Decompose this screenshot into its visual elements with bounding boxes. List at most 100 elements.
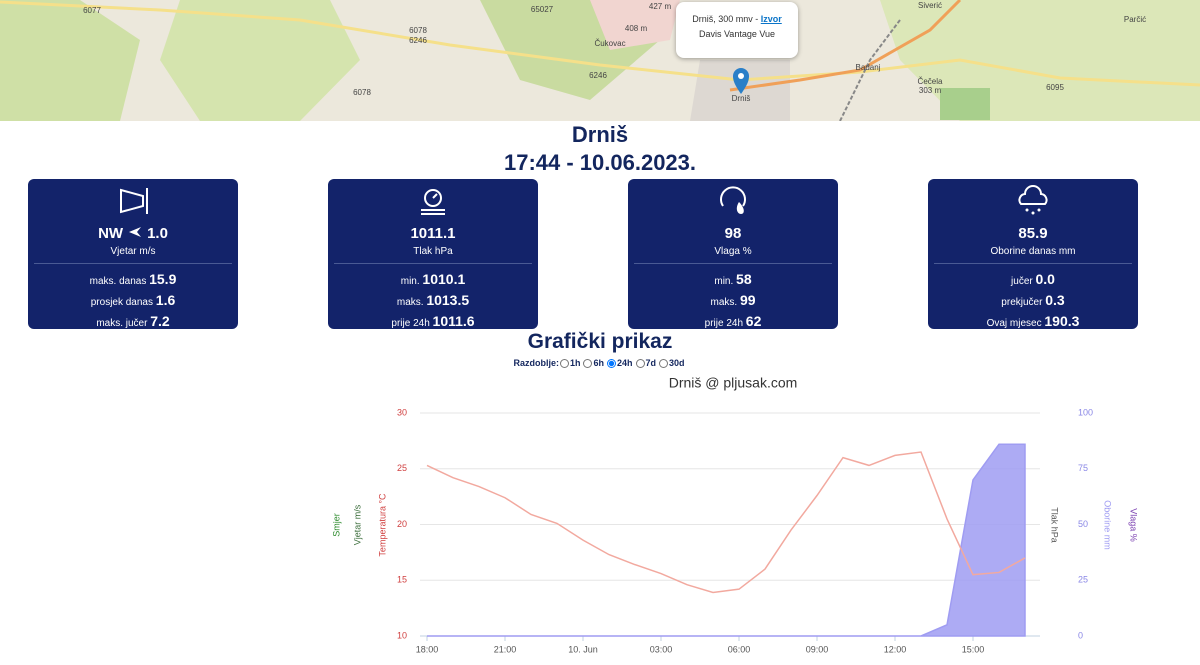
map-label: 6246 [409, 36, 427, 45]
card-label: Oborine danas mm [990, 246, 1076, 257]
stat-card: 98 Vlaga % min. 58 maks. 99 prije 24h 62 [628, 179, 838, 329]
map-popup: Drniš, 300 mnv - Izvor Davis Vantage Vue [676, 2, 798, 58]
row-value: 7.2 [150, 313, 170, 329]
row-label: maks. danas [89, 276, 147, 287]
axis-title: Vlaga % [1129, 508, 1139, 542]
card-row: prije 24h 1011.6 [328, 312, 538, 333]
station-name: Drniš [571, 122, 629, 147]
period-option[interactable]: 24h [606, 358, 633, 369]
divider [34, 263, 232, 264]
row-label: prosjek danas [90, 297, 153, 308]
popup-link[interactable]: Izvor [760, 14, 782, 24]
row-label: prije 24h [704, 318, 743, 329]
card-label: Vlaga % [714, 246, 752, 257]
row-value: 99 [739, 292, 756, 308]
wind-arrow [129, 227, 142, 237]
row-value: 1013.5 [426, 292, 470, 308]
map-label: Čukovac [594, 39, 625, 48]
row-label: Ovaj mjesec [986, 318, 1042, 329]
axis-title: Smjer [331, 513, 341, 537]
chart: Drniš @ pljusak.com 10 15 20 25 30 0 25 50 75 100… [331, 375, 1139, 655]
card-row: jučer 0.0 [928, 270, 1138, 291]
period-option[interactable]: 6h [582, 358, 604, 369]
period-selector: Razdoblje: 1h 6h 24h 7d 30d [0, 358, 1200, 369]
series-axis-title: Oborine mm [1103, 500, 1113, 550]
y2-tick-label: 50 [1078, 519, 1088, 529]
road [0, 0, 1200, 87]
series-axis-title: Temperatura °C [377, 493, 387, 557]
card-main: 98 [628, 225, 838, 242]
x-tick-label: 10. Jun [568, 644, 598, 654]
row-value: 58 [736, 271, 752, 287]
row-label: min. [400, 276, 420, 287]
row-value: 1011.6 [432, 313, 475, 329]
period-option[interactable]: 30d [658, 358, 685, 369]
card-row: min. 58 [628, 270, 838, 291]
row-value: 0.3 [1045, 292, 1065, 308]
period-radio[interactable] [607, 359, 616, 369]
y2-tick-label: 0 [1078, 630, 1083, 640]
period-option[interactable]: 1h [559, 358, 580, 369]
row-value: 1.6 [155, 292, 176, 308]
x-tick-label: 06:00 [728, 644, 751, 654]
period-radio[interactable] [635, 359, 645, 369]
map-label: 427 m [649, 2, 672, 11]
map-label: 6246 [589, 71, 607, 80]
map-label: Parčić [1124, 15, 1146, 24]
x-tick-label: 09:00 [806, 644, 829, 654]
row-label: jučer [1011, 276, 1033, 287]
period-text: 6h [593, 358, 604, 368]
axis-title: Tlak hPa [1050, 507, 1060, 543]
card-row: maks. jučer 7.2 [28, 312, 238, 333]
map-pin-dot [738, 73, 744, 79]
x-tick-label: 21:00 [494, 644, 517, 654]
card-icon [120, 188, 148, 214]
y2-tick-label: 75 [1078, 463, 1088, 473]
period-label: Razdoblje: [513, 358, 559, 368]
popup-text: Drniš, 300 mnv - [692, 14, 761, 24]
map-label: 6077 [83, 6, 101, 15]
card-label: Vjetar m/s [110, 246, 156, 257]
card-main: NW 1.0 [28, 225, 238, 242]
card-main: 85.9 [928, 225, 1138, 242]
row-value: 1010.1 [422, 271, 466, 287]
map-label: 6095 [1046, 83, 1064, 92]
stat-card: 1011.1 Tlak hPa min. 1010.1 maks. 1013.5 pri… [328, 179, 538, 329]
card-main: 1011.1 [328, 225, 538, 242]
row-label: min. [714, 276, 734, 287]
row-label: prije 24h [391, 318, 430, 329]
card-value: 85.9 [1018, 225, 1048, 242]
card-value: 1011.1 [410, 225, 456, 242]
divider [934, 263, 1132, 264]
card-row: Ovaj mjesec 190.3 [928, 312, 1138, 333]
period-text: 24h [617, 358, 633, 368]
row-value: 15.9 [149, 271, 177, 287]
period-radio[interactable] [659, 359, 669, 369]
area [590, 0, 680, 50]
map-label: 6078 [409, 26, 427, 35]
period-option[interactable]: 7d [635, 358, 657, 369]
row-label: maks. [710, 297, 738, 308]
row-label: maks. jučer [96, 318, 148, 329]
stat-card: 85.9 Oborine danas mm jučer 0.0 prekjučer 0… [928, 179, 1138, 329]
chart-title: Drniš @ pljusak.com [669, 375, 798, 391]
row-value: 62 [745, 313, 762, 329]
y-tick-label: 30 [397, 407, 407, 417]
axis-title: Vjetar m/s [352, 504, 362, 545]
stat-card: NW 1.0 Vjetar m/s maks. danas 15.9 prosjek d… [28, 179, 238, 329]
card-row: prekjučer 0.3 [928, 291, 1138, 312]
card-value: 1.0 [147, 225, 168, 242]
y2-tick-label: 100 [1078, 407, 1093, 417]
wind-direction: NW [98, 225, 124, 242]
period-radio[interactable] [583, 359, 593, 369]
period-text: 7d [645, 358, 657, 368]
divider [334, 263, 532, 264]
map-label: 408 m [625, 24, 648, 33]
map-label: Siverić [918, 1, 942, 10]
x-tick-label: 03:00 [650, 644, 673, 654]
card-icon [421, 189, 445, 215]
map-pin[interactable] [733, 68, 749, 94]
y2-tick-label: 25 [1078, 575, 1088, 585]
period-radio[interactable] [559, 359, 569, 369]
